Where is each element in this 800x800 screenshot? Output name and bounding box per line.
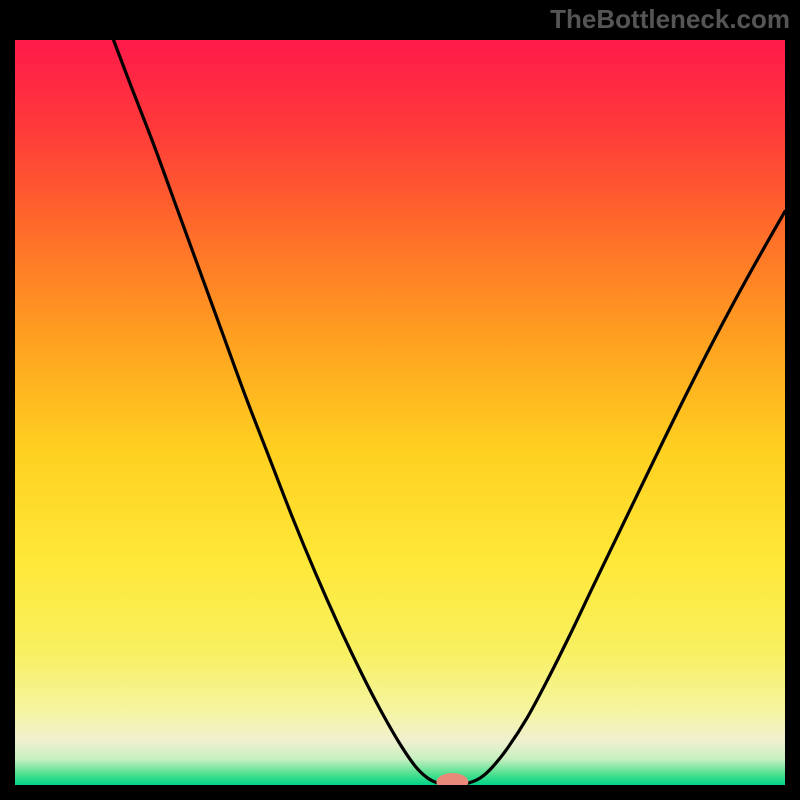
bottleneck-curve-chart: TheBottleneck.com [0,0,800,800]
watermark-text: TheBottleneck.com [550,4,790,34]
chart-container: TheBottleneck.com [0,0,800,800]
plot-area [15,40,785,785]
